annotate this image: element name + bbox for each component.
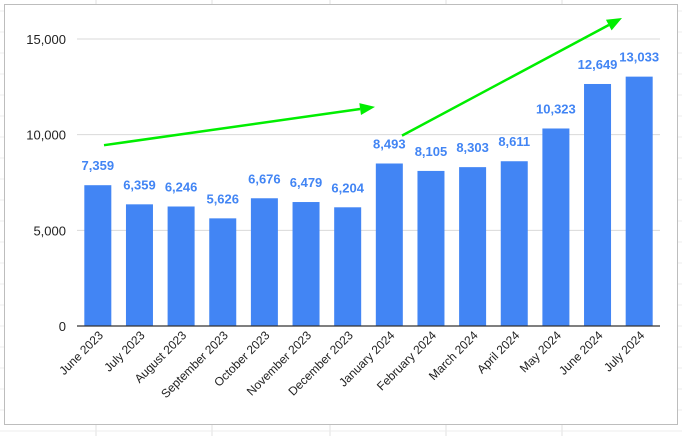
data-label: 7,359: [82, 158, 115, 173]
bar[interactable]: [292, 202, 320, 326]
bar[interactable]: [584, 83, 612, 326]
data-label: 8,303: [456, 140, 489, 155]
y-tick-label: 10,000: [26, 128, 66, 143]
x-tick-label: June 2023: [56, 328, 106, 378]
y-tick-label: 15,000: [26, 32, 66, 47]
trend-arrow: [103, 103, 375, 147]
data-label: 10,323: [536, 101, 576, 116]
data-label: 6,359: [123, 177, 156, 192]
y-tick-label: 0: [59, 319, 66, 334]
trend-arrow-head: [605, 17, 622, 31]
bar[interactable]: [167, 206, 195, 326]
data-label: 8,493: [373, 137, 406, 152]
x-tick-label: April 2024: [474, 328, 522, 376]
data-label: 5,626: [206, 191, 239, 206]
data-label: 12,649: [578, 57, 618, 72]
bar[interactable]: [417, 170, 445, 326]
bar[interactable]: [250, 198, 278, 326]
y-tick-label: 5,000: [33, 223, 66, 238]
data-label: 6,204: [331, 180, 364, 195]
x-tick-label: June 2024: [556, 328, 606, 378]
bar[interactable]: [84, 185, 112, 326]
bar[interactable]: [542, 128, 570, 326]
trend-arrow-shaft: [401, 23, 610, 137]
data-label: 8,611: [498, 134, 530, 149]
bar[interactable]: [375, 163, 403, 326]
bar[interactable]: [209, 218, 237, 326]
data-label: 6,479: [290, 175, 323, 190]
data-label: 8,105: [415, 144, 448, 159]
trend-arrow: [401, 17, 622, 137]
data-label: 6,676: [248, 171, 281, 186]
bar[interactable]: [500, 161, 528, 326]
bar[interactable]: [125, 204, 153, 326]
trend-arrow-shaft: [103, 107, 361, 147]
trend-arrow-head: [359, 103, 375, 115]
data-label: 6,246: [165, 179, 198, 194]
x-tick-label: July 2024: [601, 328, 647, 374]
bar[interactable]: [459, 167, 487, 326]
bar[interactable]: [625, 76, 653, 326]
data-label: 13,033: [619, 50, 659, 65]
bar[interactable]: [334, 207, 362, 326]
